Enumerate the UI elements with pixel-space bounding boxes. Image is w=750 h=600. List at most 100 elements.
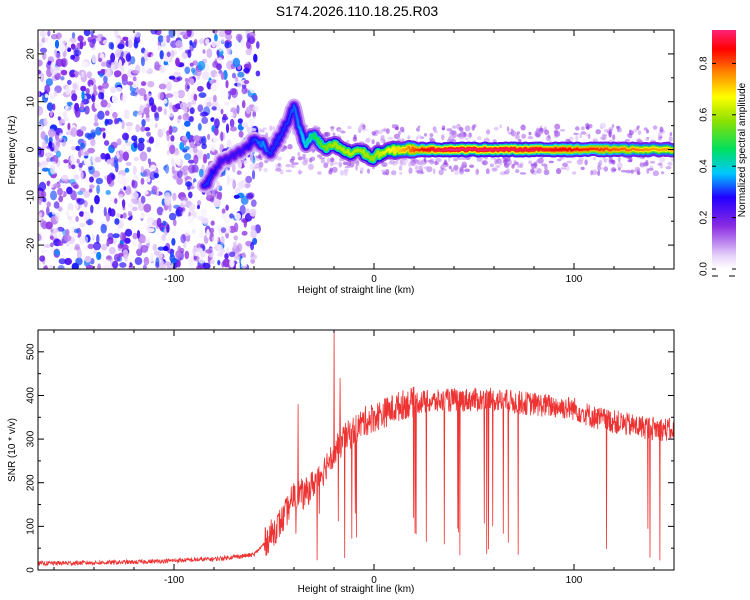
spectrogram-noise-blob — [106, 175, 112, 185]
spectrogram-noise-blob — [255, 70, 261, 77]
spectrogram-noise-blob — [60, 174, 69, 182]
spectrogram-noise-blob — [215, 39, 221, 47]
spectrogram-noise-blob — [110, 174, 116, 180]
spectrogram-noise-blob — [50, 164, 56, 175]
spectrogram-noise-blob — [205, 249, 213, 254]
spectrogram-noise-blob — [167, 248, 175, 254]
spectrogram-halo-blob — [414, 165, 419, 171]
spectrogram-noise-blob — [144, 221, 149, 227]
spectrogram-noise-blob — [118, 121, 122, 128]
spectrogram-noise-blob — [189, 224, 197, 231]
spectrogram-noise-blob — [137, 110, 143, 116]
spectrogram-noise-blob — [98, 57, 103, 63]
spectrogram-halo-blob — [397, 130, 401, 136]
spectrogram-halo-blob — [324, 131, 331, 137]
spectrogram-noise-blob — [120, 102, 127, 110]
spectrogram-noise-blob — [238, 111, 245, 119]
spectrogram-noise-blob — [231, 72, 237, 79]
spectrogram-halo-blob — [443, 159, 448, 166]
spectrogram-noise-blob — [179, 141, 185, 151]
spectrogram-noise-blob — [245, 175, 253, 184]
spectrogram-halo-blob — [448, 156, 451, 162]
spectrogram-noise-blob — [223, 213, 231, 223]
spectrogram-noise-blob — [54, 39, 60, 49]
spectrogram-noise-blob — [230, 201, 236, 208]
spectrogram-halo-blob — [450, 168, 454, 172]
spectrogram-noise-blob — [61, 118, 67, 124]
spectrogram-halo-blob — [527, 136, 534, 140]
spectrogram-noise-blob — [71, 146, 77, 151]
spectrogram-halo-blob — [311, 147, 316, 154]
spectrogram-halo-blob — [598, 159, 603, 166]
spectrogram-noise-blob — [78, 235, 87, 244]
spectrogram-noise-blob — [116, 138, 122, 146]
snr-x-tick-label: -100 — [164, 575, 184, 586]
spectrogram-noise-blob — [105, 212, 111, 222]
spectrogram-halo-blob — [611, 124, 615, 128]
spectrogram-noise-blob — [187, 101, 192, 109]
spectrogram-noise-blob — [241, 86, 248, 95]
spectrogram-noise-blob — [146, 131, 151, 137]
spectrogram-noise-blob — [172, 91, 179, 98]
spectrogram-noise-blob — [46, 206, 50, 216]
spectrogram-noise-blob — [60, 69, 68, 76]
spectrogram-noise-blob — [184, 153, 192, 161]
spectrogram-noise-blob — [180, 31, 188, 36]
spectrogram-noise-blob — [246, 193, 254, 200]
spectrogram-noise-blob — [173, 49, 178, 56]
spectrogram-noise-blob — [66, 101, 73, 106]
spectrogram-noise-blob — [140, 81, 147, 87]
spectrogram-noise-blob — [56, 150, 61, 158]
spectrogram-halo-blob — [344, 165, 351, 169]
spectrogram-noise-blob — [205, 96, 213, 103]
spectrogram-noise-blob — [168, 212, 177, 221]
spectrogram-noise-blob — [241, 122, 248, 128]
spectrogram-noise-blob — [225, 80, 229, 89]
spectrogram-noise-blob — [146, 216, 154, 225]
spectrogram-noise-blob — [194, 69, 202, 77]
spectrogram-halo-blob — [423, 156, 427, 163]
spectrogram-noise-blob — [47, 30, 51, 37]
spectrogram-noise-blob — [181, 210, 190, 218]
spectrogram-noise-blob — [63, 234, 72, 242]
spectrogram-noise-blob — [67, 202, 74, 212]
spectrogram-noise-blob — [38, 106, 44, 116]
spectrogram-halo-blob — [505, 168, 511, 174]
spectrogram-halo-blob — [380, 135, 385, 141]
spectrogram-ridge-layer — [197, 98, 674, 193]
spectrogram-noise-blob — [49, 147, 55, 152]
spectrogram-noise-blob — [220, 131, 224, 142]
spectrogram-halo-blob — [407, 135, 411, 140]
spectrogram-noise-blob — [100, 223, 107, 234]
spectrogram-noise-blob — [251, 116, 258, 121]
spectrogram-noise-blob — [139, 151, 148, 162]
spectrogram-noise-blob — [75, 216, 79, 222]
spectrogram-noise-blob — [114, 218, 120, 225]
spectrogram-halo-blob — [310, 156, 316, 162]
spectrogram-noise-blob — [143, 107, 150, 115]
spectrogram-noise-blob — [188, 203, 196, 213]
spectrogram-noise-blob — [59, 43, 66, 53]
spectrogram-noise-blob — [40, 47, 47, 53]
spectrogram-noise-blob — [76, 129, 84, 137]
spectrogram-noise-blob — [250, 229, 257, 239]
spectrogram-halo-blob — [644, 138, 650, 142]
spectrogram-halo-blob — [332, 161, 339, 165]
spectrogram-noise-blob — [94, 113, 99, 124]
spectrogram-noise-blob — [99, 53, 105, 60]
colorbar-tick-label: 0.8 — [699, 56, 710, 70]
spectrogram-halo-blob — [367, 168, 370, 174]
spectrogram-noise-blob — [93, 241, 101, 251]
spectrogram-noise-blob — [117, 174, 125, 185]
spectrogram-halo-blob — [581, 126, 585, 131]
spectrogram-noise-blob — [89, 84, 94, 94]
spectrogram-noise-blob — [38, 142, 41, 147]
spectrogram-noise-blob — [74, 102, 80, 112]
spectrogram-noise-blob — [129, 33, 136, 38]
spectrogram-noise-blob — [147, 158, 151, 165]
spectrogram-halo-blob — [639, 162, 643, 167]
spectrogram-noise-blob — [58, 132, 63, 141]
spectrogram-halo-blob — [255, 163, 260, 169]
spectrogram-noise-blob — [122, 132, 129, 141]
